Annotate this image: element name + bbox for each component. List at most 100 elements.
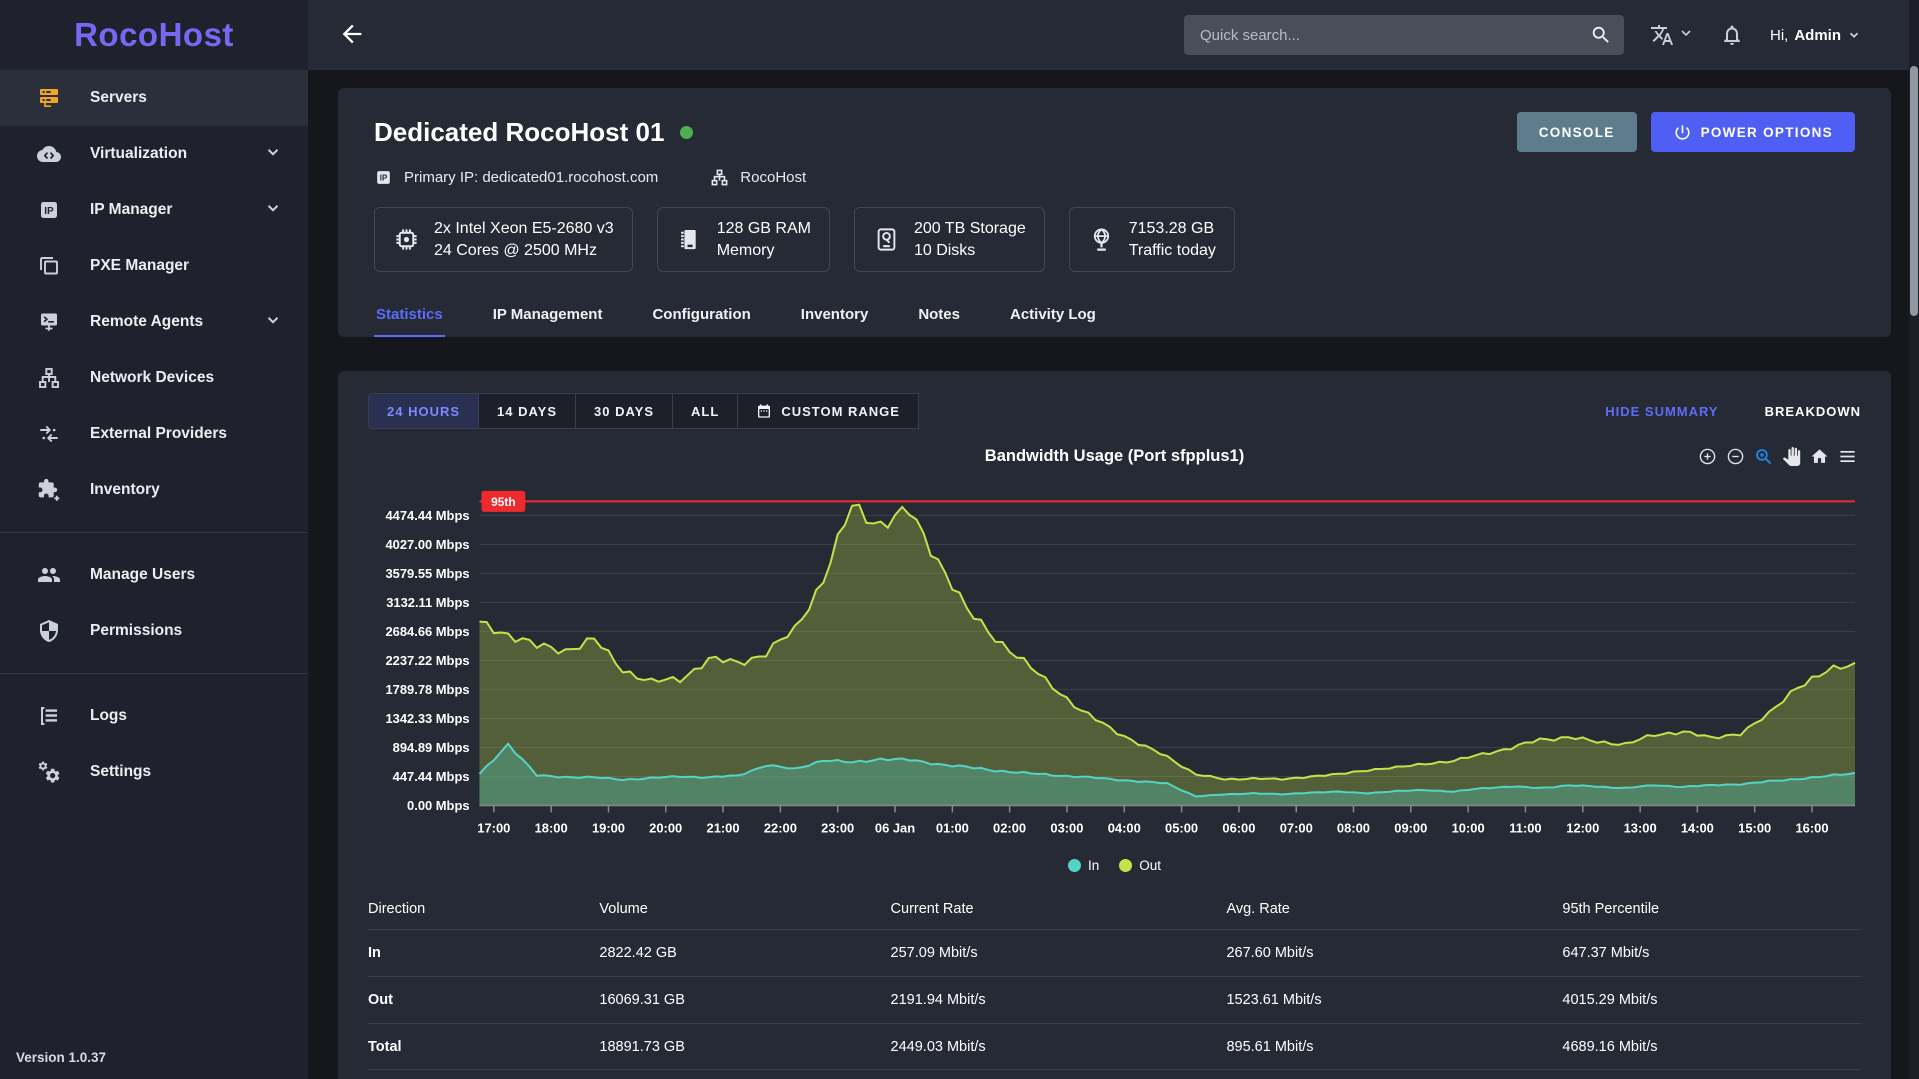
svg-text:2237.22 Mbps: 2237.22 Mbps (385, 653, 469, 668)
console-button[interactable]: CONSOLE (1517, 112, 1637, 152)
table-row: Out 16069.31 GB 2191.94 Mbit/s 1523.61 M… (368, 976, 1861, 1023)
box-zoom-icon[interactable] (1754, 447, 1773, 466)
sidebar-item-servers[interactable]: Servers (0, 70, 308, 126)
tab-statistics[interactable]: Statistics (374, 292, 445, 337)
ram-icon (676, 226, 703, 253)
breakdown-link[interactable]: BREAKDOWN (1765, 404, 1861, 419)
svg-text:447.44 Mbps: 447.44 Mbps (393, 769, 470, 784)
user-menu[interactable]: Hi, Admin (1770, 27, 1861, 44)
sidebar-item-virtualization[interactable]: Virtualization (0, 126, 308, 182)
topbar: Hi, Admin (308, 0, 1919, 70)
search-icon[interactable] (1590, 24, 1612, 46)
chart-title: Bandwidth Usage (Port sfpplus1) (368, 447, 1861, 466)
tab-inventory[interactable]: Inventory (799, 292, 871, 337)
chart-legend[interactable]: In Out (368, 855, 1861, 875)
zoom-in-icon[interactable] (1698, 447, 1717, 466)
legend-item-in[interactable]: In (1068, 858, 1099, 873)
username: Admin (1794, 27, 1841, 44)
range-14-days[interactable]: 14 DAYS (478, 393, 576, 429)
primary-ip: IP Primary IP: dedicated01.rocohost.com (374, 168, 658, 187)
svg-text:95th: 95th (491, 495, 516, 509)
status-online-dot (680, 126, 693, 139)
logs-icon (36, 703, 62, 729)
range-24-hours[interactable]: 24 HOURS (368, 393, 479, 429)
spec-traffic: 7153.28 GBTraffic today (1069, 207, 1235, 272)
svg-text:06 Jan: 06 Jan (875, 821, 915, 836)
summary-table: Direction Volume Current Rate Avg. Rate … (368, 889, 1861, 1070)
calendar-icon (756, 403, 772, 419)
copy-icon (36, 253, 62, 279)
range-30-days[interactable]: 30 DAYS (575, 393, 673, 429)
svg-text:894.89 Mbps: 894.89 Mbps (393, 740, 470, 755)
sidebar-divider (0, 532, 308, 533)
svg-text:16:00: 16:00 (1795, 821, 1828, 836)
svg-text:4474.44 Mbps: 4474.44 Mbps (385, 508, 469, 523)
hide-summary-link[interactable]: HIDE SUMMARY (1605, 404, 1718, 419)
page-scrollbar[interactable] (1909, 0, 1919, 1079)
sidebar-item-network-devices[interactable]: Network Devices (0, 350, 308, 406)
spec-storage: 200 TB Storage10 Disks (854, 207, 1045, 272)
sidebar-item-pxe-manager[interactable]: PXE Manager (0, 238, 308, 294)
tab-notes[interactable]: Notes (916, 292, 962, 337)
sidebar: RocoHost Servers Virtualization IP IP Ma… (0, 0, 308, 1079)
bandwidth-chart[interactable]: 0.00 Mbps447.44 Mbps894.89 Mbps1342.33 M… (368, 477, 1861, 861)
scrollbar-thumb[interactable] (1910, 66, 1918, 316)
content-area: Dedicated RocoHost 01 CONSOLE POWER OPTI… (308, 70, 1919, 1079)
svg-text:08:00: 08:00 (1337, 821, 1370, 836)
chart-menu-icon[interactable] (1838, 447, 1857, 466)
globe-icon (1088, 226, 1115, 253)
svg-text:11:00: 11:00 (1509, 821, 1541, 836)
sidebar-item-manage-users[interactable]: Manage Users (0, 547, 308, 603)
chevron-down-icon (264, 143, 282, 166)
chart-toolbar (1698, 447, 1857, 466)
range-custom[interactable]: CUSTOM RANGE (737, 393, 919, 429)
tab-configuration[interactable]: Configuration (650, 292, 752, 337)
pan-hand-icon[interactable] (1782, 447, 1801, 466)
search-input[interactable] (1200, 27, 1590, 44)
range-all[interactable]: ALL (672, 393, 738, 429)
power-options-button[interactable]: POWER OPTIONS (1651, 112, 1855, 152)
sidebar-item-permissions[interactable]: Permissions (0, 603, 308, 659)
table-row: In 2822.42 GB 257.09 Mbit/s 267.60 Mbit/… (368, 929, 1861, 976)
table-row: Total 18891.73 GB 2449.03 Mbit/s 895.61 … (368, 1023, 1861, 1070)
brand-logo[interactable]: RocoHost (0, 0, 308, 70)
svg-text:IP: IP (44, 206, 54, 217)
svg-text:19:00: 19:00 (592, 821, 625, 836)
svg-text:3579.55 Mbps: 3579.55 Mbps (385, 566, 469, 581)
servers-icon (36, 85, 62, 111)
chevron-down-icon (264, 311, 282, 334)
ip-badge-icon: IP (36, 197, 62, 223)
svg-text:20:00: 20:00 (649, 821, 682, 836)
svg-text:04:00: 04:00 (1108, 821, 1141, 836)
svg-text:06:00: 06:00 (1222, 821, 1255, 836)
svg-text:21:00: 21:00 (707, 821, 740, 836)
page-title: Dedicated RocoHost 01 (374, 117, 664, 148)
notifications-bell-icon[interactable] (1720, 23, 1744, 47)
legend-item-out[interactable]: Out (1119, 858, 1161, 873)
tab-ip-management[interactable]: IP Management (491, 292, 605, 337)
app-root: RocoHost Servers Virtualization IP IP Ma… (0, 0, 1919, 1079)
back-arrow-icon[interactable] (338, 20, 368, 50)
chevron-down-icon (1678, 25, 1694, 46)
sidebar-item-settings[interactable]: Settings (0, 744, 308, 800)
tab-activity-log[interactable]: Activity Log (1008, 292, 1098, 337)
sidebar-item-inventory[interactable]: Inventory (0, 462, 308, 518)
svg-text:2684.66 Mbps: 2684.66 Mbps (385, 624, 469, 639)
host-group: RocoHost (710, 168, 806, 187)
chevron-down-icon (264, 199, 282, 222)
svg-text:1789.78 Mbps: 1789.78 Mbps (385, 682, 469, 697)
sidebar-item-external-providers[interactable]: External Providers (0, 406, 308, 462)
gears-icon (36, 759, 62, 785)
app-version: Version 1.0.37 (16, 1050, 106, 1065)
svg-text:10:00: 10:00 (1452, 821, 1485, 836)
sidebar-item-ip-manager[interactable]: IP IP Manager (0, 182, 308, 238)
zoom-out-icon[interactable] (1726, 447, 1745, 466)
svg-text:15:00: 15:00 (1738, 821, 1771, 836)
sidebar-item-logs[interactable]: Logs (0, 688, 308, 744)
svg-text:3132.11 Mbps: 3132.11 Mbps (386, 595, 469, 610)
language-switcher[interactable] (1650, 23, 1694, 47)
server-header-card: Dedicated RocoHost 01 CONSOLE POWER OPTI… (338, 88, 1891, 337)
sidebar-item-remote-agents[interactable]: Remote Agents (0, 294, 308, 350)
reset-home-icon[interactable] (1810, 447, 1829, 466)
svg-text:12:00: 12:00 (1566, 821, 1599, 836)
